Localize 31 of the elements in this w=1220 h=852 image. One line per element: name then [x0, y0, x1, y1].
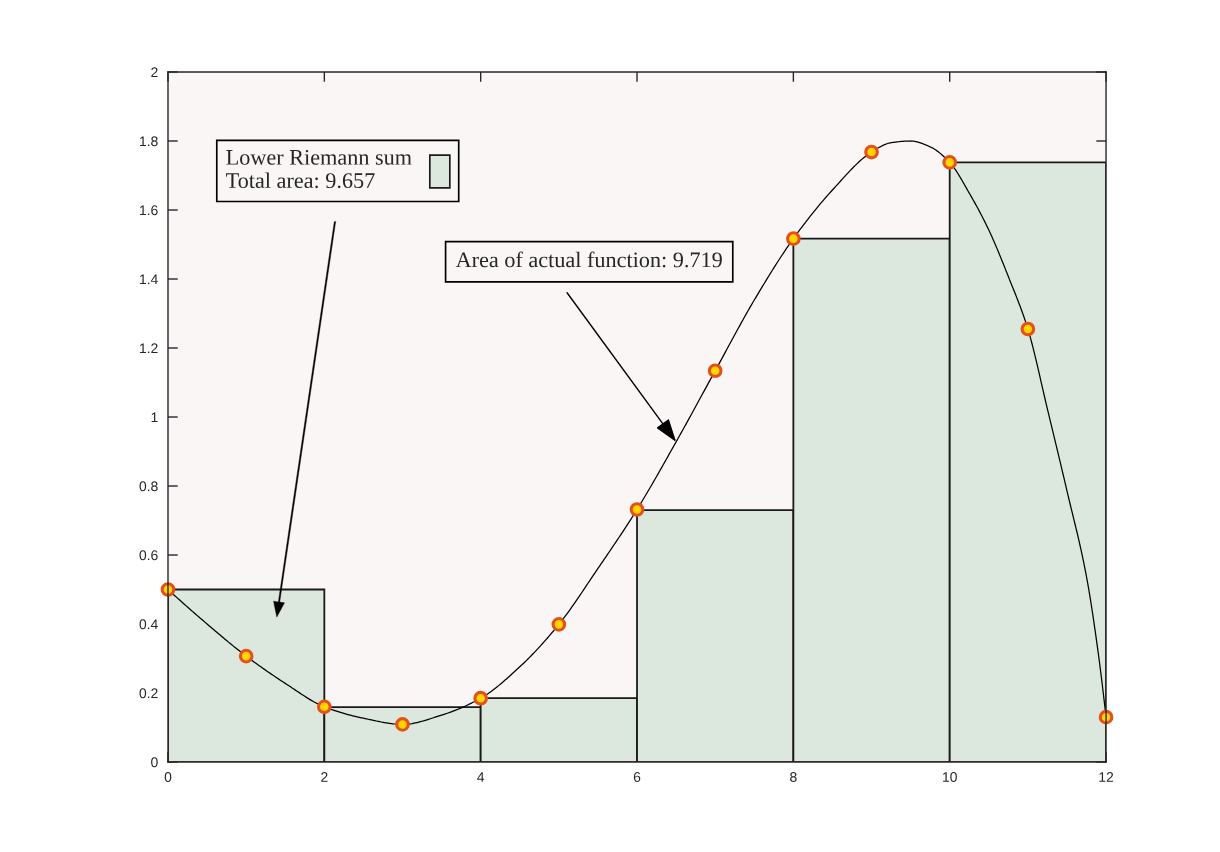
point [473, 690, 489, 706]
y-tick-label: 1.8 [140, 136, 158, 147]
y-tick-label: 0.2 [139, 688, 158, 699]
x-tick-label: 4 [477, 772, 485, 782]
y-tick-label: 1 [151, 412, 158, 423]
point [551, 617, 567, 632]
point [864, 144, 879, 160]
point [786, 231, 801, 246]
point [238, 648, 254, 664]
y-tick-label: 1.6 [140, 205, 158, 216]
y-tick-label: 2 [151, 67, 158, 78]
y-tick-label: 0.6 [139, 550, 158, 561]
y-tick-label: 1.4 [140, 274, 158, 285]
point [707, 363, 723, 379]
point [395, 717, 410, 732]
y-tick-label: 0 [151, 757, 158, 768]
y-tick-label: 1.2 [140, 343, 158, 354]
point [942, 155, 958, 170]
annotation: Area of actual function: 9.719 [455, 251, 722, 268]
x-tick-label: 8 [790, 772, 797, 782]
x-tick-label: 12 [1099, 772, 1114, 782]
x-tick-label: 0 [164, 772, 172, 782]
point [317, 699, 332, 715]
point [1020, 321, 1036, 337]
y-tick-label: 0.8 [139, 481, 158, 492]
x-tick-label: 10 [943, 772, 957, 782]
x-tick-label: 6 [633, 772, 641, 782]
point [629, 502, 645, 517]
y-tick-label: 0.4 [139, 619, 158, 630]
legend-label: Lower Riemann sum Total area: 9.657 [226, 149, 412, 189]
x-tick-label: 2 [321, 772, 328, 782]
